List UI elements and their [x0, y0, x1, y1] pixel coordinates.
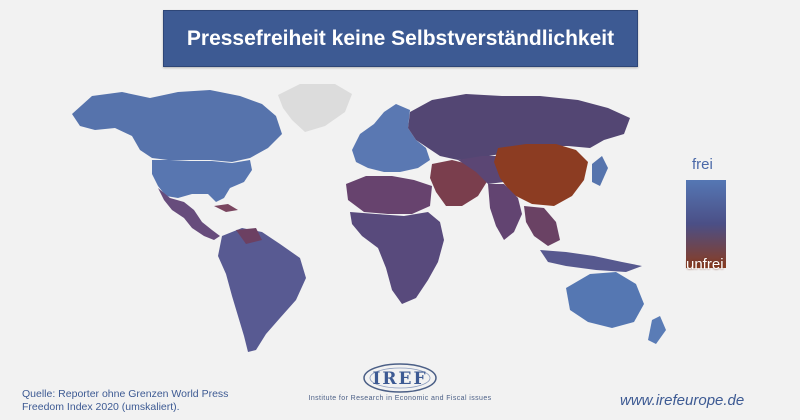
region-greenland: [278, 84, 352, 132]
source-note: Quelle: Reporter ohne Grenzen World Pres…: [22, 388, 229, 413]
region-venezuela: [236, 228, 262, 244]
region-new-zealand: [648, 316, 666, 344]
svg-text:IREF: IREF: [372, 369, 427, 389]
region-canada-alaska: [72, 90, 282, 162]
region-indonesia: [540, 250, 642, 272]
iref-logo: IREF Institute for Research in Economic …: [300, 360, 500, 412]
legend-gradient: [686, 180, 726, 268]
page-title: Pressefreiheit keine Selbstverständlichk…: [186, 26, 615, 50]
website-link[interactable]: www.irefeurope.de: [620, 392, 745, 409]
region-north-africa: [346, 176, 432, 214]
region-china: [494, 144, 588, 206]
legend-label-unfree: unfrei: [686, 256, 724, 273]
title-banner: Pressefreiheit keine Selbstverständlichk…: [163, 10, 638, 67]
iref-logo-subtitle: Institute for Research in Economic and F…: [308, 395, 492, 402]
region-japan: [592, 156, 608, 186]
region-mexico-central-america: [158, 188, 220, 240]
region-usa: [152, 160, 252, 202]
region-europe: [352, 104, 430, 172]
region-sub-saharan-africa: [350, 212, 444, 304]
region-australia: [566, 272, 644, 328]
region-south-asia: [488, 184, 522, 240]
region-russia: [408, 94, 630, 160]
iref-logo-icon: IREF: [363, 363, 437, 393]
region-southeast-asia: [524, 206, 560, 246]
region-caribbean: [214, 204, 238, 212]
region-middle-east: [430, 160, 488, 206]
region-south-america: [218, 228, 306, 352]
legend-label-free: frei: [692, 156, 713, 173]
